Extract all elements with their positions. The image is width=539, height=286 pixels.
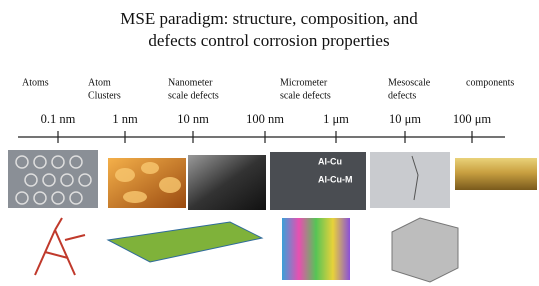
scale-label: 1 μm [323,112,349,126]
scale-label: 1 nm [112,112,138,126]
title: MSE paradigm: structure, composition, an… [120,9,418,28]
title: defects control corrosion properties [148,31,389,50]
scale-category: Atom [88,77,111,88]
scale-category: scale defects [168,90,219,101]
scale-label: 0.1 nm [41,112,76,126]
cluster-layer-image [108,222,262,262]
scale-category: components [466,77,514,88]
nanoscale-image [188,155,266,210]
meso-cube-image [392,218,458,282]
grain-map-image [282,218,350,280]
figure: MSE paradigm: structure, composition, an… [0,0,539,286]
scale-category: Clusters [88,90,121,101]
scale-label: 100 μm [453,112,492,126]
image-annotation: Al-Cu [318,156,342,166]
scale-label: 10 nm [177,112,209,126]
molecule-image [35,218,85,275]
component-image [455,158,537,190]
scale-category: Mesoscale [388,77,431,88]
scale-label: 100 nm [246,112,284,126]
meso-image [370,152,450,208]
image-annotation: Al-Cu-M [318,174,353,184]
scale-category: Nanometer [168,77,213,88]
scale-category: Micrometer [280,77,328,88]
scale-category: defects [388,90,416,101]
scale-category: Atoms [22,77,49,88]
scale-category: scale defects [280,90,331,101]
scale-label: 10 μm [389,112,421,126]
